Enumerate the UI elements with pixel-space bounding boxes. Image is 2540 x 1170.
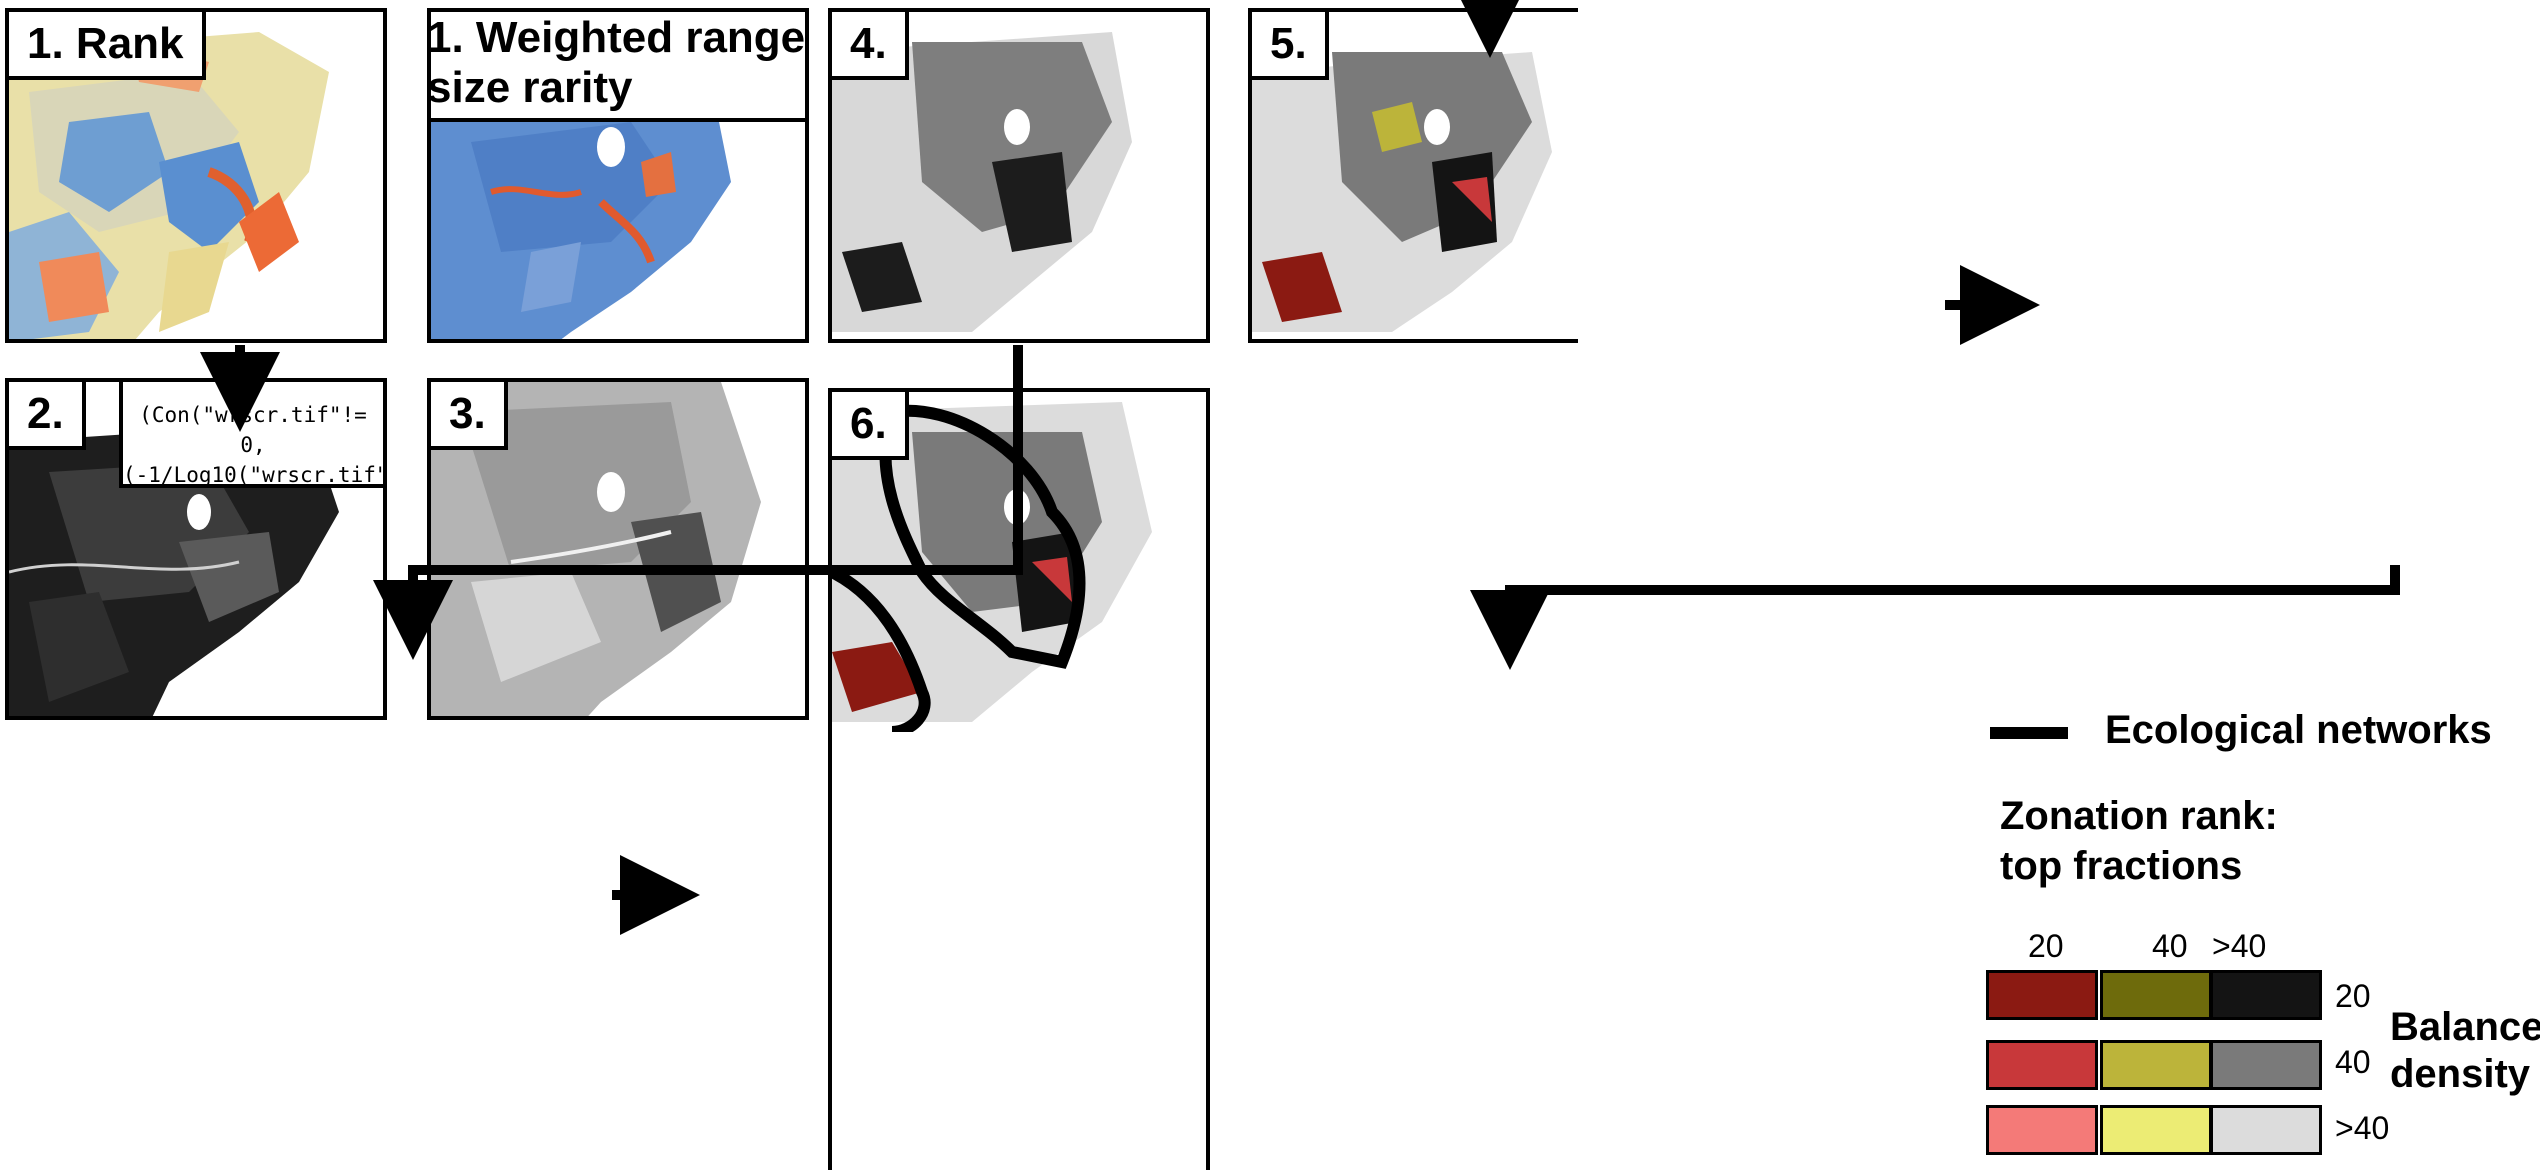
col-header-3: >40 <box>2212 928 2267 964</box>
panel-wrsr-map: 1. Weighted range size rarity <box>427 8 809 343</box>
row-header-1: 20 <box>2335 978 2371 1014</box>
panel-label-rank: 1. Rank <box>9 12 206 80</box>
zonation-title-2: top fractions <box>2000 844 2243 888</box>
formula-line-2: (-1/Log10("wrscr.tif")))*"Rank.tif" <box>123 463 387 487</box>
swatch-r1c1 <box>1986 970 2098 1020</box>
panel-label-step-2: 2. <box>9 382 86 450</box>
arrow-wrsr-to-2 <box>408 345 1023 620</box>
swatch-r1c2 <box>2100 970 2212 1020</box>
col-header-1: 20 <box>2028 928 2064 964</box>
step-3-map-image <box>431 382 805 716</box>
swatch-r2c3 <box>2210 1040 2322 1090</box>
swatch-r2c2 <box>2100 1040 2212 1090</box>
panel-rank-map: 1. Rank <box>5 8 387 343</box>
step-6-map-image <box>832 392 1206 732</box>
swatch-r2c1 <box>1986 1040 2098 1090</box>
network-line-swatch <box>1990 727 2068 739</box>
panel-step-2: 2. (Con("wrscr.tif"!= 0, (-1/Log10("wrsc… <box>5 378 387 720</box>
swatch-r3c1 <box>1986 1105 2098 1155</box>
row-header-3: >40 <box>2335 1110 2390 1146</box>
panel-label-step-4: 4. <box>832 12 909 80</box>
step-5-map-image <box>1252 12 1578 339</box>
panel-step-4: 4. <box>828 8 1210 343</box>
swatch-r1c3 <box>2210 970 2322 1020</box>
swatch-r3c3 <box>2210 1105 2322 1155</box>
col-header-2: 40 <box>2152 928 2188 964</box>
panel-label-wrsr: 1. Weighted range size rarity <box>431 12 805 122</box>
swatch-r3c2 <box>2100 1105 2212 1155</box>
network-label: Ecological networks <box>2105 708 2492 752</box>
row-header-2: 40 <box>2335 1044 2371 1080</box>
panel-step-3: 3. <box>427 378 809 720</box>
panel-label-step-5: 5. <box>1252 12 1329 80</box>
panel-label-step-6: 6. <box>832 392 909 460</box>
balanced-label-2: density <box>2390 1052 2531 1096</box>
zonation-title-1: Zonation rank: <box>2000 794 2278 838</box>
arrow-5-to-6 <box>1505 565 2400 625</box>
panel-label-step-3: 3. <box>431 382 508 450</box>
panel-step-5: 5. <box>1248 8 1578 343</box>
